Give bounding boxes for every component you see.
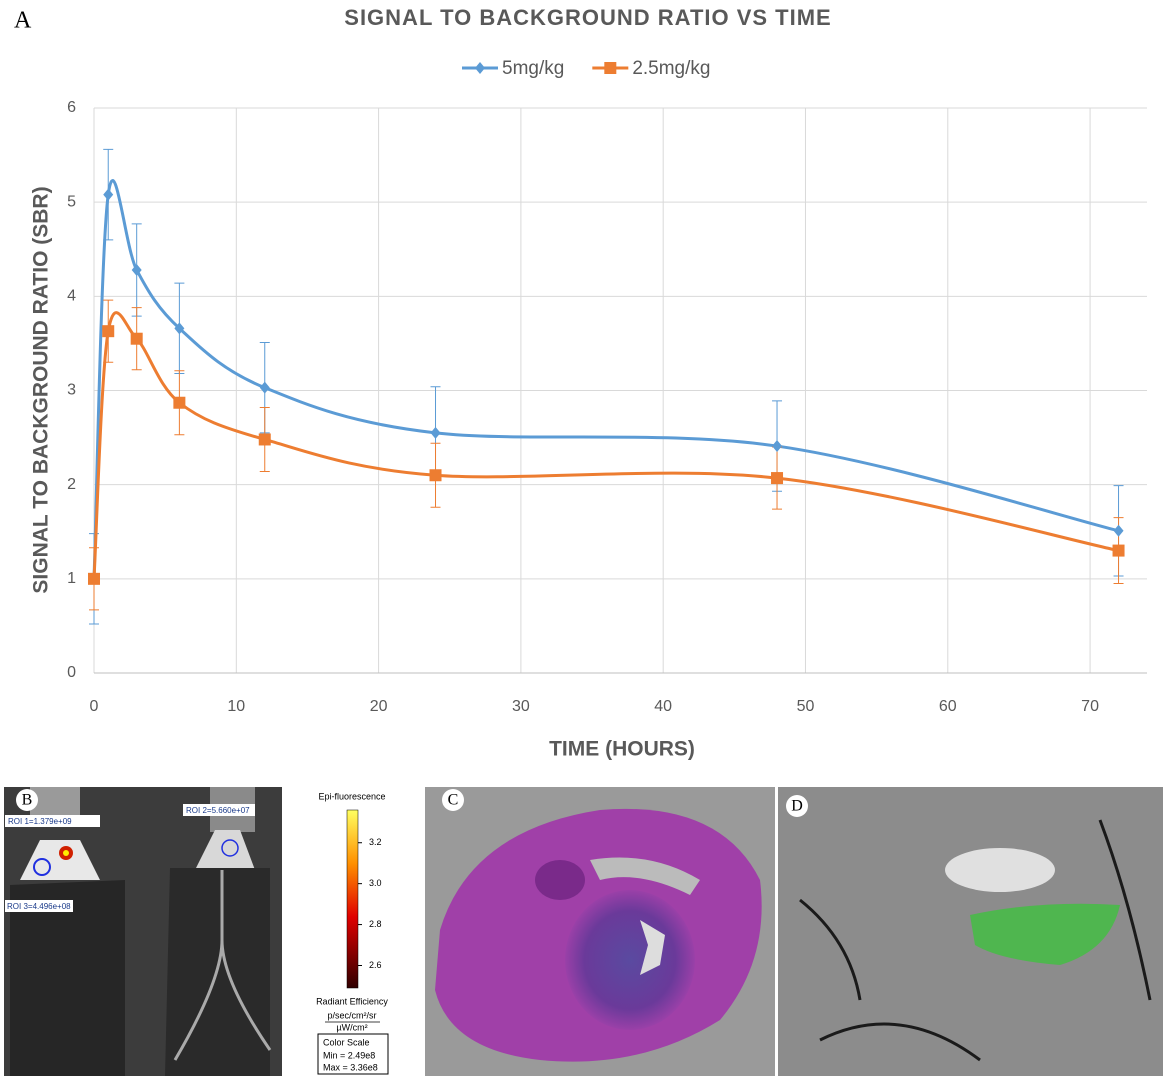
y-tick-label: 0 [67, 664, 76, 681]
panel-d: D [778, 787, 1163, 1076]
x-tick-label: 60 [939, 698, 957, 715]
marker [1114, 525, 1124, 537]
marker [173, 397, 185, 409]
colorbar-max: Max = 3.36e8 [323, 1062, 378, 1072]
panel-c: C [425, 787, 775, 1076]
marker [131, 333, 143, 345]
y-axis-label: SIGNAL TO BACKGROUND RATIO (SBR) [30, 186, 53, 593]
legend-marker [604, 62, 616, 74]
x-tick-label: 70 [1081, 698, 1099, 715]
colorbar-unit: Radiant Efficiency [316, 996, 388, 1006]
x-axis-label: TIME (HOURS) [549, 738, 695, 761]
colorbar: Epi-fluorescence Radiant Efficiency p/se… [316, 791, 388, 1074]
x-tick-label: 50 [797, 698, 815, 715]
chart-title: SIGNAL TO BACKGROUND RATIO VS TIME [344, 5, 831, 30]
legend-label: 5mg/kg [502, 58, 564, 79]
colorbar-tick-label: 3.0 [369, 878, 382, 888]
colorbar-unit: µW/cm² [336, 1022, 367, 1032]
panel-label: D [791, 798, 803, 815]
x-tick-label: 0 [90, 698, 99, 715]
marker [431, 427, 441, 439]
roi-label: ROI 3=4.496e+08 [7, 902, 71, 911]
series-line [94, 313, 1119, 579]
marker [430, 469, 442, 481]
series-line [94, 181, 1119, 579]
figure: A SIGNAL TO BACKGROUND RATIO VS TIME TIM… [0, 0, 1166, 1076]
marker [88, 573, 100, 585]
colorbar-title: Epi-fluorescence [318, 791, 385, 801]
y-tick-label: 5 [67, 193, 76, 210]
y-tick-label: 3 [67, 382, 76, 399]
colorbar-scale: Color Scale [323, 1037, 370, 1047]
panel-label: B [22, 792, 33, 809]
y-tick-label: 2 [67, 476, 76, 493]
legend-label: 2.5mg/kg [632, 58, 710, 79]
panel-label: A [14, 8, 32, 34]
marker [1113, 545, 1125, 557]
y-tick-label: 4 [67, 288, 76, 305]
y-tick-label: 6 [67, 99, 76, 116]
y-tick-label: 1 [67, 570, 76, 587]
colorbar-tick-label: 2.8 [369, 919, 382, 929]
colorbar-min: Min = 2.49e8 [323, 1050, 375, 1060]
panel-b: ROI 1=1.379e+09 ROI 2=5.660e+07 ROI 3=4.… [4, 787, 282, 1076]
roi-label: ROI 2=5.660e+07 [186, 806, 250, 815]
marker [259, 433, 271, 445]
marker [103, 189, 113, 201]
x-tick-label: 30 [512, 698, 530, 715]
colorbar-tick-label: 2.6 [369, 960, 382, 970]
marker [772, 440, 782, 452]
x-tick-label: 40 [654, 698, 672, 715]
marker [102, 325, 114, 337]
roi-label: ROI 1=1.379e+09 [8, 817, 72, 826]
legend-marker [475, 62, 485, 74]
x-tick-label: 20 [370, 698, 388, 715]
x-tick-label: 10 [227, 698, 245, 715]
colorbar-tick-label: 3.2 [369, 837, 382, 847]
colorbar-unit: p/sec/cm²/sr [327, 1010, 376, 1020]
marker [771, 472, 783, 484]
panel-label: C [448, 792, 459, 809]
marker [260, 382, 270, 394]
